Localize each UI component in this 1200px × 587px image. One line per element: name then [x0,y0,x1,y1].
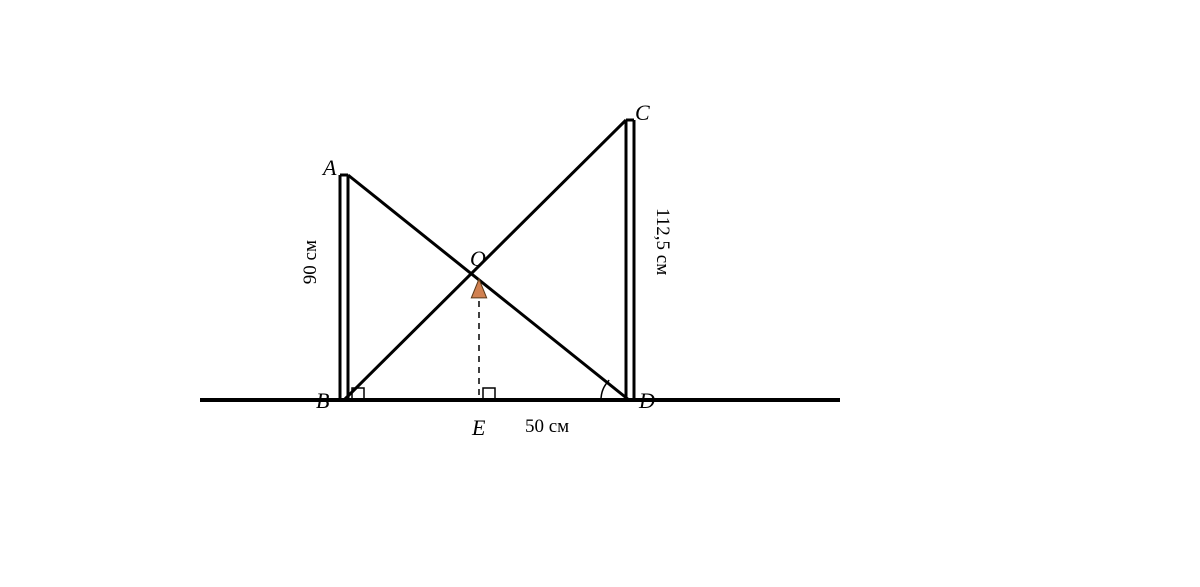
point-label-d: D [639,388,655,414]
arrow-marker [471,279,486,298]
point-label-e: E [472,415,485,441]
point-label-b: B [316,388,329,414]
geometry-diagram [0,0,1200,587]
point-label-c: C [635,100,650,126]
point-label-a: A [323,155,336,181]
measurement-left-height: 90 см [300,240,322,284]
diagonal-ad [348,175,629,400]
measurement-right-height: 112,5 см [651,208,673,275]
point-label-o: O [470,246,486,272]
measurement-base: 50 см [525,416,569,438]
